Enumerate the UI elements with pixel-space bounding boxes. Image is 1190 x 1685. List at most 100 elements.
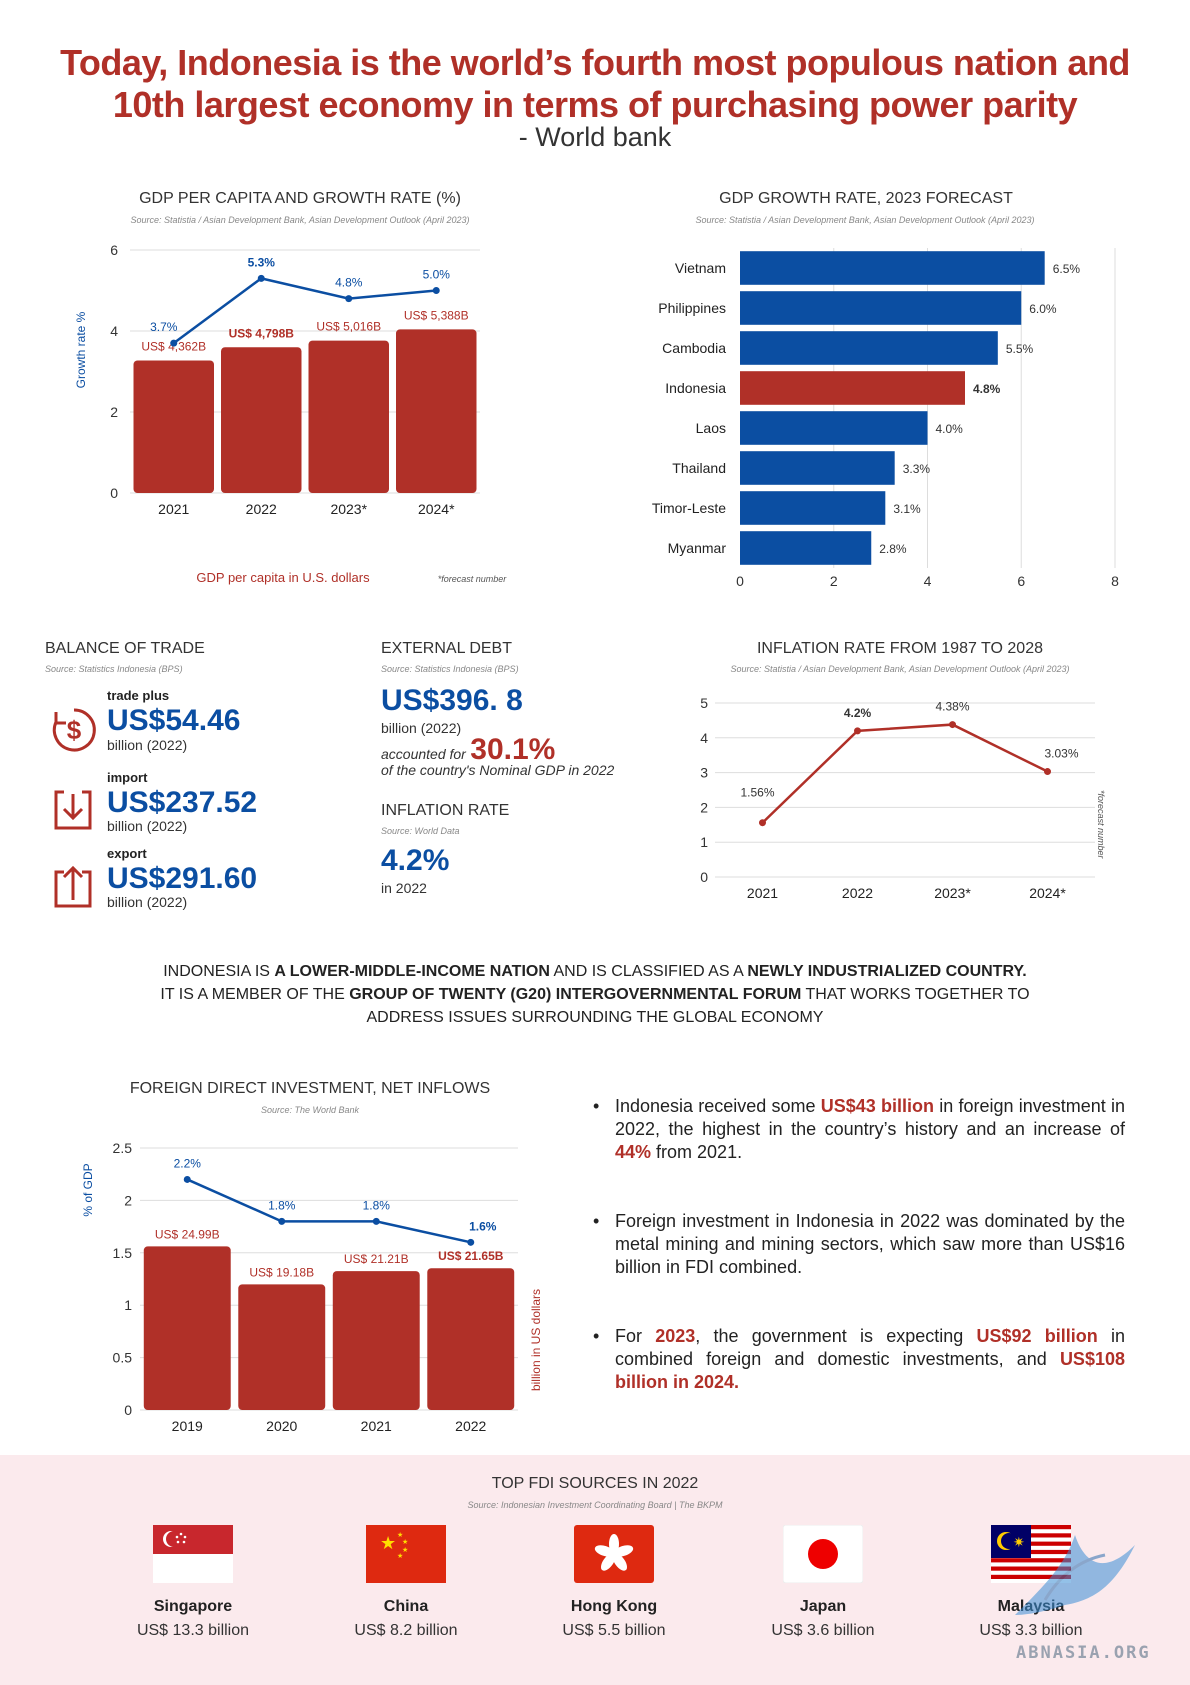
bar-gdp-per-capita xyxy=(221,347,302,493)
y-tick-label: 0.5 xyxy=(113,1350,133,1366)
bar-growth-forecast xyxy=(740,411,928,445)
country-name: Singapore xyxy=(153,1598,233,1615)
statement-l2-b: GROUP OF TWENTY (G20) INTERGOVERNMENTAL … xyxy=(349,986,802,1003)
y-category-label: Cambodia xyxy=(662,340,726,356)
y-category-label: Vietnam xyxy=(675,260,726,276)
fdi-country-hongkong: Hong Kong US$ 5.5 billion xyxy=(524,1598,704,1640)
y2-axis-label: billion in US dollars xyxy=(529,1289,543,1391)
top-fdi-title: TOP FDI SOURCES IN 2022 xyxy=(491,1475,699,1492)
b1-e: from 2021. xyxy=(651,1142,743,1162)
growth-label: 5.0% xyxy=(423,268,451,282)
fdi-chart-title: FOREIGN DIRECT INVESTMENT, NET INFLOWS xyxy=(129,1080,491,1097)
growth-point xyxy=(345,295,353,303)
svg-text:$: $ xyxy=(67,715,82,745)
inflation-chart-source: Source: Statistia / Asian Development Ba… xyxy=(730,664,1070,674)
title-line-2: 10th largest economy in terms of purchas… xyxy=(112,84,1078,125)
bar-growth-forecast xyxy=(740,371,965,405)
bar-fdi-inflow xyxy=(332,1271,420,1410)
inflation-point xyxy=(759,819,766,827)
hongkong-flag-icon xyxy=(574,1525,654,1583)
y-tick-label: 2 xyxy=(124,1192,132,1208)
b1-d: 44% xyxy=(615,1142,652,1162)
x-tick-label: 2022 xyxy=(246,501,277,517)
bar-value-label: US$ 24.99B xyxy=(155,1227,220,1241)
b3-e: in combined foreign and domestic investm… xyxy=(615,1326,1125,1369)
bar-value-label: 4.8% xyxy=(973,382,1001,396)
fdi-chart: 0 0.5 1 1.5 2 2.5 % of GDP billion in US dollar… xyxy=(81,1140,543,1434)
y-tick-label: 6 xyxy=(110,242,118,258)
debt-percentage: 30.1% xyxy=(470,733,556,766)
growth-point xyxy=(257,274,265,282)
inflation-label: 1.56% xyxy=(740,786,774,800)
inflation-chart-title: INFLATION RATE FROM 1987 TO 2028 xyxy=(756,640,1043,657)
debt-suffix: of the country's Nominal GDP in 2022 xyxy=(381,762,615,778)
country-name: China xyxy=(383,1598,429,1615)
b1-a: Indonesia received some xyxy=(615,1096,821,1116)
bar-value-label: US$ 5,016B xyxy=(316,320,381,334)
growth-label: 5.3% xyxy=(248,255,276,269)
trade-plus-label: trade plus xyxy=(107,688,170,703)
inflation-line xyxy=(761,723,1049,824)
b1-b: US$43 billion xyxy=(820,1096,935,1116)
classification-statement: INDONESIA IS A LOWER-MIDDLE-INCOME NATIO… xyxy=(0,960,1190,1029)
bullet-3: • For 2023, the government is expecting … xyxy=(593,1325,1125,1394)
export-label: export xyxy=(107,846,147,861)
title-attribution: - World bank xyxy=(518,122,672,152)
bar-value-label: 3.3% xyxy=(903,462,931,476)
forecast-chart-title: GDP GROWTH RATE, 2023 FORECAST xyxy=(719,190,1013,207)
x-tick-label: 2023* xyxy=(934,885,971,901)
bar-growth-forecast xyxy=(740,451,895,485)
trade-source: Source: Statistics Indonesia (BPS) xyxy=(45,664,183,674)
x-tick-label: 2020 xyxy=(266,1418,297,1434)
y-category-label: Indonesia xyxy=(665,380,726,396)
b3-c: , the government is expecting xyxy=(695,1326,977,1346)
fdi-pct-label: 1.8% xyxy=(363,1198,391,1212)
import-arrow-icon xyxy=(54,790,92,830)
y-category-label: Myanmar xyxy=(668,540,727,556)
bar-value-label: US$ 21.65B xyxy=(438,1249,504,1263)
b1-c: in foreign investment in 2022, the highe… xyxy=(615,1096,1125,1139)
bullet-1: • Indonesia received some US$43 billion … xyxy=(593,1095,1125,1164)
bar-growth-forecast xyxy=(740,251,1045,285)
gdp-chart-title: GDP PER CAPITA AND GROWTH RATE (%) xyxy=(139,190,461,207)
forecast-chart-source: Source: Statistia / Asian Development Ba… xyxy=(695,215,1035,225)
country-value: US$ 5.5 billion xyxy=(562,1622,666,1639)
debt-unit: billion (2022) xyxy=(381,720,462,736)
bar-fdi-inflow xyxy=(238,1284,326,1410)
fdi-pct-line xyxy=(186,1178,472,1244)
y-category-label: Timor-Leste xyxy=(652,500,726,516)
x-axis-label: GDP per capita in U.S. dollars xyxy=(196,570,370,585)
bar-value-label: 5.5% xyxy=(1006,342,1034,356)
y-tick-label: 1 xyxy=(700,834,708,850)
b3-a: For xyxy=(615,1326,656,1346)
bar-gdp-per-capita xyxy=(308,340,389,493)
x-tick-label: 2021 xyxy=(747,885,778,901)
fdi-country-singapore: Singapore US$ 13.3 billion xyxy=(103,1598,283,1640)
gdp-chart-source: Source: Statistia / Asian Development Ba… xyxy=(130,215,470,225)
y-tick-label: 0 xyxy=(124,1402,132,1418)
svg-text:★: ★ xyxy=(397,1552,403,1560)
debt-share: accounted for 30.1% xyxy=(381,733,555,767)
watermark-text: ABNASIA.ORG xyxy=(1016,1643,1151,1663)
y-category-label: Thailand xyxy=(672,460,726,476)
debt-source: Source: Statistics Indonesia (BPS) xyxy=(381,664,519,674)
svg-text:★: ★ xyxy=(397,1531,403,1539)
statement-line-3: ADDRESS ISSUES SURROUNDING THE GLOBAL EC… xyxy=(366,1009,824,1026)
bullet-2: • Foreign investment in Indonesia in 202… xyxy=(593,1210,1125,1279)
bar-growth-forecast xyxy=(740,531,872,565)
fdi-country-china: China US$ 8.2 billion xyxy=(316,1598,496,1640)
inflation-point xyxy=(949,721,956,729)
x-tick-label: 6 xyxy=(1017,573,1025,589)
fdi-chart-source: Source: The World Bank xyxy=(260,1105,360,1115)
title-line-1: Today, Indonesia is the world’s fourth m… xyxy=(60,42,1130,83)
y-tick-label: 2 xyxy=(110,404,118,420)
fdi-pct-point xyxy=(278,1217,286,1225)
singapore-flag-icon xyxy=(153,1525,233,1583)
bar-value-label: US$ 4,798B xyxy=(229,326,295,340)
import-label: import xyxy=(107,770,148,785)
country-name: Hong Kong xyxy=(570,1598,658,1615)
fdi-pct-point xyxy=(372,1217,380,1225)
y-tick-label: 2.5 xyxy=(113,1140,133,1156)
x-tick-label: 2021 xyxy=(361,1418,392,1434)
